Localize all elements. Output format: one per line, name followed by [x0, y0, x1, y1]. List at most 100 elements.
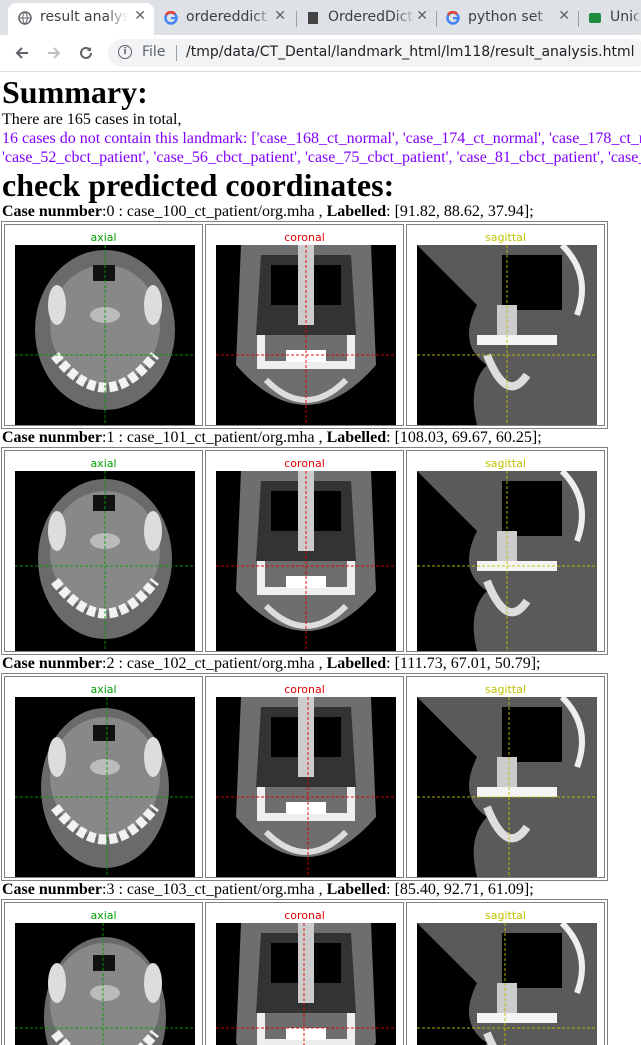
case-coords: : [85.40, 92.71, 61.09]; [386, 881, 534, 898]
coronal-view-cell: coronal [205, 450, 404, 652]
coronal-view-title: coronal [284, 231, 325, 244]
page-icon [306, 11, 320, 25]
info-icon[interactable]: i [118, 45, 132, 59]
case-views-table: axial coronal sagittal [1, 673, 608, 881]
divider [176, 45, 177, 61]
tab-label: OrderedDict [328, 9, 413, 25]
page-content: Summary: There are 165 cases in total, 1… [0, 72, 641, 1045]
case-number-label: Case nunmber [2, 655, 103, 672]
tab-result-analysis[interactable]: result analysis ✕ [8, 3, 154, 35]
case-label: Case nunmber:3 : case_103_ct_patient/org… [0, 881, 641, 899]
sagittal-slice-image [417, 923, 597, 1045]
sagittal-view-cell: sagittal [406, 450, 605, 652]
case-coords: : [91.82, 88.62, 37.94]; [386, 203, 534, 220]
labelled-label: Labelled [326, 203, 387, 220]
back-button[interactable] [10, 41, 34, 65]
close-icon[interactable]: ✕ [274, 8, 286, 24]
tab-ordereddict-search[interactable]: ordereddict ✕ [154, 3, 294, 35]
axial-slice-image [15, 471, 195, 651]
tab-unicode[interactable]: Unic [578, 3, 641, 35]
coronal-view-title: coronal [284, 683, 325, 696]
axial-slice-image [15, 923, 195, 1045]
google-icon [164, 10, 178, 25]
sagittal-view-title: sagittal [485, 231, 526, 244]
tab-ordereddict-doc[interactable]: OrderedDict ✕ [296, 3, 436, 35]
labelled-label: Labelled [326, 429, 387, 446]
coronal-slice-image [216, 697, 396, 877]
axial-view-cell: axial [4, 676, 203, 878]
summary-heading: Summary: [2, 74, 148, 110]
case-number-label: Case nunmber [2, 881, 103, 898]
tab-label: result analysis [40, 9, 128, 25]
close-icon[interactable]: ✕ [134, 8, 146, 24]
case-index: :3 [102, 881, 115, 898]
total-cases-text: There are 165 cases in total, [2, 111, 182, 128]
case-file: : case_101_ct_patient/org.mha , [114, 429, 327, 446]
case-list: Case nunmber:0 : case_100_ct_patient/org… [0, 203, 641, 1045]
coronal-view-cell: coronal [205, 676, 404, 878]
sagittal-view-title: sagittal [485, 909, 526, 922]
google-icon [446, 10, 460, 25]
case-index: :2 [102, 655, 115, 672]
axial-view-cell: axial [4, 224, 203, 426]
case-index: :0 [102, 203, 115, 220]
sagittal-slice-image [417, 471, 597, 651]
coronal-view-cell: coronal [205, 902, 404, 1045]
coronal-view-cell: coronal [205, 224, 404, 426]
tab-label: ordereddict [186, 9, 267, 25]
axial-view-title: axial [90, 909, 117, 922]
sagittal-view-cell: sagittal [406, 902, 605, 1045]
sagittal-view-cell: sagittal [406, 224, 605, 426]
axial-view-cell: axial [4, 902, 203, 1045]
axial-view-cell: axial [4, 450, 203, 652]
sagittal-view-title: sagittal [485, 457, 526, 470]
axial-slice-image [15, 245, 195, 425]
case-index: :1 [102, 429, 115, 446]
tab-label: Unic [610, 9, 640, 25]
globe-icon [18, 11, 32, 25]
case-label: Case nunmber:1 : case_101_ct_patient/org… [0, 429, 641, 447]
axial-slice-image [15, 697, 195, 877]
missing-cases-line-1: 16 cases do not contain this landmark: [… [2, 130, 641, 147]
address-bar[interactable]: i File /tmp/data/CT_Dental/landmark_html… [108, 39, 641, 67]
axial-view-title: axial [90, 457, 117, 470]
tab-label: python set [468, 9, 543, 25]
case-number-label: Case nunmber [2, 429, 103, 446]
case-label: Case nunmber:2 : case_102_ct_patient/org… [0, 655, 641, 673]
case-file: : case_103_ct_patient/org.mha , [114, 881, 327, 898]
scheme-label: File [142, 44, 166, 60]
close-icon[interactable]: ✕ [558, 8, 570, 24]
tab-python-set[interactable]: python set ✕ [436, 3, 578, 35]
reload-button[interactable] [74, 41, 98, 65]
sagittal-slice-image [417, 245, 597, 425]
case-number-label: Case nunmber [2, 203, 103, 220]
case-coords: : [108.03, 69.67, 60.25]; [386, 429, 542, 446]
case-file: : case_102_ct_patient/org.mha , [114, 655, 327, 672]
sagittal-view-cell: sagittal [406, 676, 605, 878]
labelled-label: Labelled [326, 881, 387, 898]
case-views-table: axial coronal sagittal [1, 447, 608, 655]
case-views-table: axial coronal sagittal [1, 221, 608, 429]
coronal-slice-image [216, 471, 396, 651]
missing-cases-line-2: 'case_52_cbct_patient', 'case_56_cbct_pa… [2, 149, 641, 166]
browser-toolbar: i File /tmp/data/CT_Dental/landmark_html… [0, 35, 641, 72]
unicode-icon [588, 11, 602, 25]
close-icon[interactable]: ✕ [416, 8, 428, 24]
coronal-view-title: coronal [284, 457, 325, 470]
sagittal-view-title: sagittal [485, 683, 526, 696]
case-file: : case_100_ct_patient/org.mha , [114, 203, 327, 220]
sagittal-slice-image [417, 697, 597, 877]
coronal-slice-image [216, 923, 396, 1045]
url-text[interactable]: /tmp/data/CT_Dental/landmark_html/lm118/… [186, 44, 635, 60]
case-label: Case nunmber:0 : case_100_ct_patient/org… [0, 203, 641, 221]
case-views-table: axial coronal sagittal [1, 899, 608, 1045]
coronal-slice-image [216, 245, 396, 425]
coronal-view-title: coronal [284, 909, 325, 922]
check-heading: check predicted coordinates: [2, 167, 395, 203]
forward-button[interactable] [42, 41, 66, 65]
axial-view-title: axial [90, 683, 117, 696]
tab-strip: result analysis ✕ ordereddict ✕ OrderedD… [0, 0, 641, 35]
labelled-label: Labelled [326, 655, 387, 672]
case-coords: : [111.73, 67.01, 50.79]; [386, 655, 541, 672]
axial-view-title: axial [90, 231, 117, 244]
